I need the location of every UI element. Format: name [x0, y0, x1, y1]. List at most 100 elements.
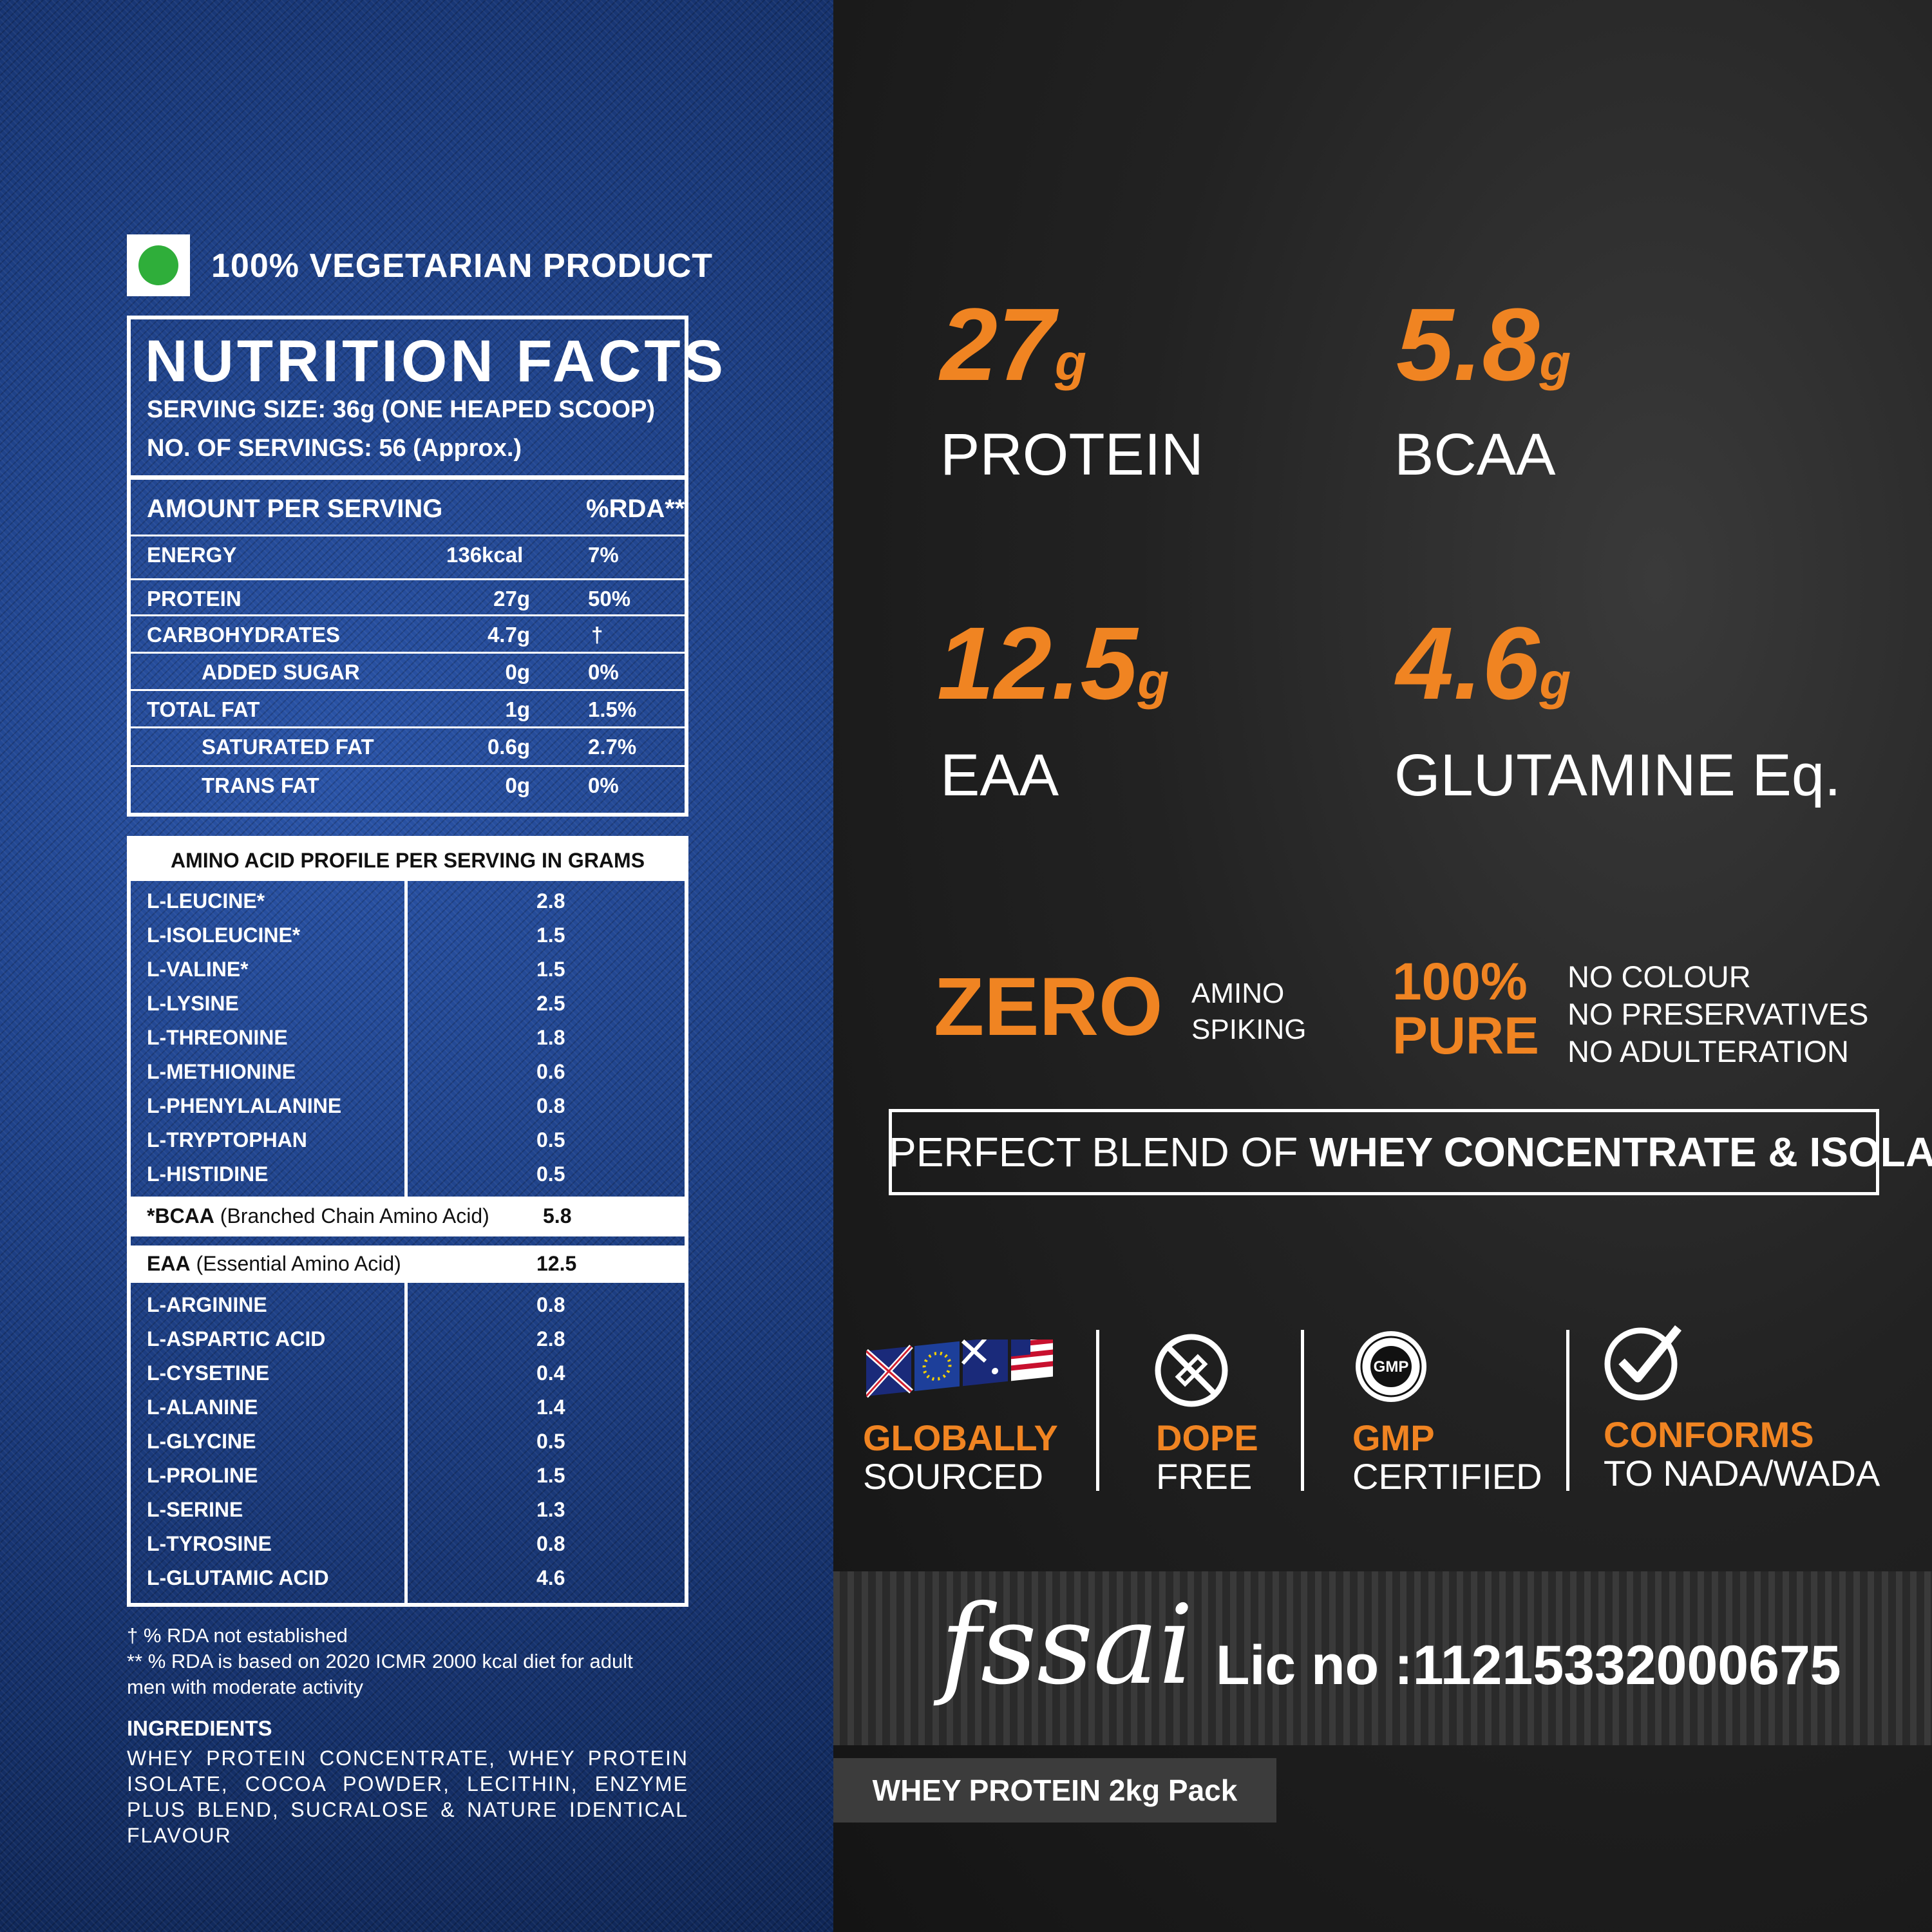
fssai-license: Lic no :11215332000675 [1216, 1634, 1841, 1696]
amino-name: L-VALINE* [147, 958, 249, 981]
stat-protein-value: 27g [940, 293, 1086, 396]
blend-bold: WHEY CONCENTRATE & ISOLATE [1309, 1129, 1932, 1175]
amino-row: L-GLUTAMIC ACID 4.6 [131, 1561, 685, 1595]
amino-group-2: L-ARGININE 0.8 L-ASPARTIC ACID 2.8 L-CYSET… [131, 1288, 685, 1604]
nutrient-rda: 2.7% [588, 735, 637, 759]
cert-nada-title: CONFORMS [1604, 1414, 1814, 1455]
amino-name: L-ARGININE [147, 1293, 267, 1316]
amino-row: L-ARGININE 0.8 [131, 1288, 685, 1322]
nutrient-rda: 0% [588, 660, 619, 684]
amino-value: 0.8 [536, 1532, 565, 1555]
nutrient-amount: 0.6g [487, 735, 530, 759]
gmp-seal-text: GMP [1374, 1358, 1409, 1376]
stat-glutamine-value: 4.6g [1396, 612, 1571, 715]
amino-row: L-LYSINE 2.5 [131, 987, 685, 1021]
fssai-logo: fssai [940, 1582, 1194, 1709]
amino-name: L-LEUCINE* [147, 889, 265, 913]
stat-bcaa-label: BCAA [1394, 422, 1556, 488]
amino-name: L-HISTIDINE [147, 1162, 269, 1186]
nutrition-row: PROTEIN 27g 50% [131, 578, 685, 614]
stat-unit: g [1539, 334, 1571, 391]
pure-label: 100% PURE [1392, 955, 1539, 1063]
stat-glutamine-label: GLUTAMINE Eq. [1394, 743, 1841, 808]
nutrient-amount: 136kcal [446, 543, 524, 567]
amino-value: 1.5 [536, 923, 565, 947]
bcaa-label: *BCAA (Branched Chain Amino Acid) [147, 1204, 489, 1228]
amino-row: L-PHENYLALANINE 0.8 [131, 1089, 685, 1123]
amino-row: L-GLYCINE 0.5 [131, 1425, 685, 1459]
servings-count: NO. OF SERVINGS: 56 (Approx.) [147, 435, 522, 462]
cert-divider [1566, 1330, 1569, 1491]
nutrient-amount: 27g [493, 587, 530, 611]
nutrient-amount: 0g [505, 773, 530, 797]
footnote-icmr: ** % RDA is based on 2020 ICMR 2000 kcal… [127, 1650, 633, 1672]
cert-dope-sub: FREE [1156, 1456, 1253, 1497]
nutrient-rda: 1.5% [588, 697, 637, 721]
bcaa-abbr: *BCAA [147, 1204, 214, 1227]
gmp-seal-icon: GMP [1356, 1331, 1426, 1402]
bcaa-desc: (Branched Chain Amino Acid) [214, 1204, 489, 1227]
stat-number: 12.5 [937, 605, 1138, 721]
blend-prefix: PERFECT BLEND OF [889, 1129, 1310, 1175]
nutrition-row: SATURATED FAT 0.6g 2.7% [131, 726, 685, 762]
pure-claim: NO PRESERVATIVES [1567, 997, 1869, 1031]
amino-row: L-PROLINE 1.5 [131, 1459, 685, 1493]
pure-percent: 100% [1392, 952, 1528, 1011]
amino-name: L-GLUTAMIC ACID [147, 1566, 329, 1589]
amino-name: L-TYROSINE [147, 1532, 272, 1555]
blend-text: PERFECT BLEND OF WHEY CONCENTRATE & ISOL… [889, 1109, 1932, 1195]
amino-acid-title: AMINO ACID PROFILE PER SERVING IN GRAMS [131, 840, 685, 881]
nutrition-row: ADDED SUGAR 0g 0% [131, 652, 685, 688]
stat-unit: g [1539, 652, 1571, 710]
amino-row: L-LEUCINE* 2.8 [131, 884, 685, 918]
eaa-desc: (Essential Amino Acid) [190, 1252, 401, 1275]
amino-value: 2.8 [536, 889, 565, 913]
eaa-value: 12.5 [536, 1252, 577, 1275]
amino-name: L-ASPARTIC ACID [147, 1327, 326, 1350]
amino-value: 1.8 [536, 1026, 565, 1049]
veg-mark-icon [127, 234, 190, 296]
nutrient-rda: 7% [588, 543, 619, 567]
stat-eaa-label: EAA [940, 743, 1059, 808]
amino-value: 0.8 [536, 1094, 565, 1117]
nutrient-amount: 0g [505, 660, 530, 684]
amino-name: L-ALANINE [147, 1396, 258, 1419]
eaa-row: EAA (Essential Amino Acid) 12.5 [131, 1245, 685, 1283]
stat-number: 27 [940, 287, 1055, 402]
stat-unit: g [1137, 652, 1170, 710]
stat-bcaa-value: 5.8g [1396, 293, 1571, 396]
rda-header: %RDA** [586, 495, 685, 523]
nutrition-row: CARBOHYDRATES 4.7g † [131, 614, 685, 650]
amino-value: 0.5 [536, 1128, 565, 1151]
amino-value: 1.5 [536, 1464, 565, 1487]
amino-row: L-HISTIDINE 0.5 [131, 1157, 685, 1191]
zero-label: ZERO [934, 961, 1163, 1053]
nutrition-panel: 100% VEGETARIAN PRODUCT NUTRITION FACTS … [0, 0, 833, 1932]
serving-size: SERVING SIZE: 36g (ONE HEAPED SCOOP) [147, 396, 656, 423]
amino-name: L-GLYCINE [147, 1430, 256, 1453]
cert-nada-sub: TO NADA/WADA [1604, 1453, 1880, 1493]
cert-divider [1096, 1330, 1099, 1491]
stat-unit: g [1054, 334, 1086, 391]
amino-name: L-CYSETINE [147, 1361, 270, 1385]
stat-protein-label: PROTEIN [940, 422, 1204, 488]
nutrient-rda: † [591, 623, 603, 647]
zero-sub-line: SPIKING [1191, 1014, 1307, 1045]
stat-number: 4.6 [1396, 605, 1540, 721]
divider [131, 475, 685, 480]
amino-value: 2.8 [536, 1327, 565, 1350]
nutrient-label: TRANS FAT [202, 773, 319, 797]
veg-label: 100% VEGETARIAN PRODUCT [211, 247, 714, 285]
nutrition-table: ENERGY 136kcal 7% PROTEIN 27g 50% CARBOH… [131, 535, 685, 813]
check-circle-icon [1604, 1325, 1682, 1401]
nutrition-facts-box [127, 316, 688, 817]
cert-globally-title: GLOBALLY [863, 1417, 1058, 1458]
cert-gmp-sub: CERTIFIED [1352, 1456, 1542, 1497]
amino-acid-box [127, 836, 688, 1607]
veg-dot [138, 245, 178, 285]
nutrient-rda: 0% [588, 773, 619, 797]
amino-value: 1.5 [536, 958, 565, 981]
column-divider [404, 881, 408, 1197]
nutrient-amount: 4.7g [487, 623, 530, 647]
amino-row: L-ASPARTIC ACID 2.8 [131, 1322, 685, 1356]
